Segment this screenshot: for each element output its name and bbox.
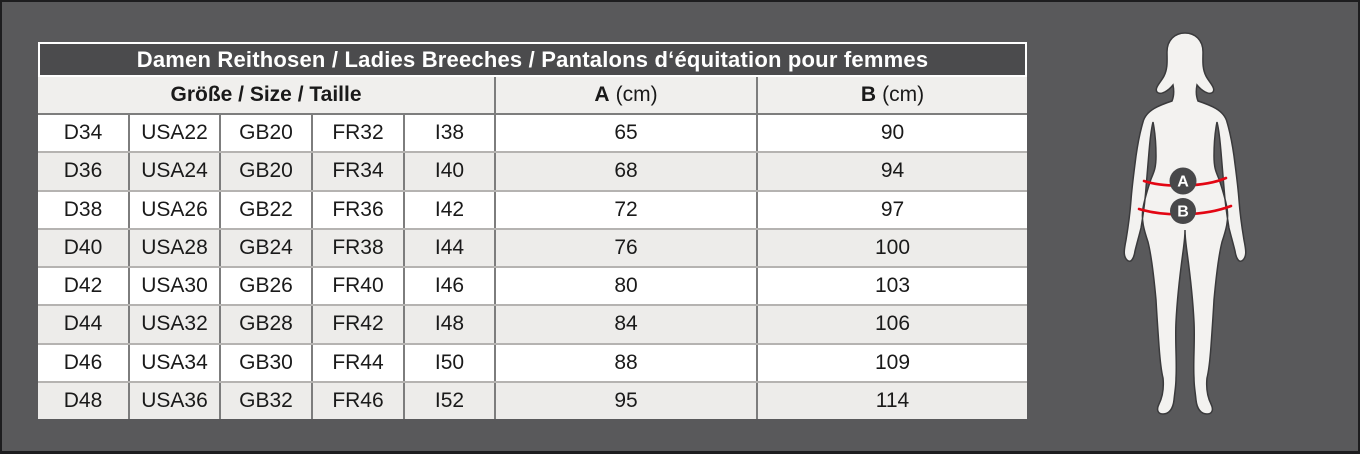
table-cell: D34 (38, 115, 130, 152)
table-cell: 90 (880, 121, 905, 145)
table-cell: I48 (405, 306, 496, 343)
marker-a-label: A (1177, 174, 1189, 191)
table-cell: 100 (874, 235, 911, 259)
marker-b-badge (1170, 198, 1196, 224)
table-cell: FR40 (313, 268, 405, 305)
table-body: D34 USA22 GB20 FR32 I38 65 90 D36 USA24 GB20 FR34 I… (38, 115, 1027, 419)
table-row: D40 USA28 GB24 FR38 I44 76 100 (38, 227, 1027, 266)
table-cell: I46 (405, 268, 496, 305)
table-cell: GB30 (221, 344, 313, 381)
table-cell: D38 (38, 191, 130, 228)
table-row: D46 USA34 GB30 FR44 I50 88 109 (38, 342, 1027, 381)
table-cell: I52 (405, 382, 496, 419)
table-cell: D46 (38, 344, 130, 381)
female-silhouette-graphic: A B (1123, 32, 1247, 415)
table-title: Damen Reithosen / Ladies Breeches / Pant… (38, 42, 1027, 77)
table-cell: D42 (38, 268, 130, 305)
measurement-figure: A B (1120, 30, 1250, 422)
table-cell: 72 (496, 191, 758, 228)
table-cell: 106 (874, 312, 911, 336)
table-cell: GB26 (221, 268, 313, 305)
table-cell: 76 (496, 229, 758, 266)
table-cell: USA34 (130, 344, 221, 381)
table-row: D48 USA36 GB32 FR46 I52 95 114 (38, 380, 1027, 419)
table-cell: 103 (874, 274, 911, 298)
marker-b-label: B (1177, 204, 1189, 221)
table-cell: GB22 (221, 191, 313, 228)
table-cell: USA32 (130, 306, 221, 343)
table-cell: 95 (496, 382, 758, 419)
table-cell: GB32 (221, 382, 313, 419)
table-cell: 65 (496, 115, 758, 152)
table-row: D36 USA24 GB20 FR34 I40 68 94 (38, 151, 1027, 190)
table-cell: FR38 (313, 229, 405, 266)
table-row: D42 USA30 GB26 FR40 I46 80 103 (38, 266, 1027, 305)
header-size-group: Größe / Size / Taille (38, 77, 496, 113)
table-cell: 97 (880, 197, 905, 221)
table-cell: FR42 (313, 306, 405, 343)
table-cell: USA26 (130, 191, 221, 228)
size-table: Damen Reithosen / Ladies Breeches / Pant… (38, 42, 1027, 419)
table-cell: D36 (38, 153, 130, 190)
table-row: D44 USA32 GB28 FR42 I48 84 106 (38, 304, 1027, 343)
table-cell: I40 (405, 153, 496, 190)
table-cell: FR32 (313, 115, 405, 152)
header-b: B (cm) (758, 77, 1027, 113)
header-a-label: A (594, 83, 610, 106)
table-header: Größe / Size / Taille A (cm) B (cm) (38, 77, 1027, 115)
table-row: D34 USA22 GB20 FR32 I38 65 90 (38, 115, 1027, 152)
table-cell: 109 (874, 350, 911, 374)
table-cell: FR34 (313, 153, 405, 190)
table-cell: USA36 (130, 382, 221, 419)
table-cell: FR44 (313, 344, 405, 381)
table-cell: I38 (405, 115, 496, 152)
table-cell: 68 (496, 153, 758, 190)
table-cell: I50 (405, 344, 496, 381)
marker-a-badge (1169, 167, 1197, 195)
table-cell: USA28 (130, 229, 221, 266)
table-cell: 94 (880, 159, 905, 183)
table-cell: FR36 (313, 191, 405, 228)
table-cell: I44 (405, 229, 496, 266)
table-cell: USA30 (130, 268, 221, 305)
header-b-label: B (860, 83, 877, 106)
table-cell: GB28 (221, 306, 313, 343)
table-cell: I42 (405, 191, 496, 228)
table-cell: D48 (38, 382, 130, 419)
header-b-unit: (cm) (882, 83, 925, 106)
table-cell: USA24 (130, 153, 221, 190)
table-cell: GB20 (221, 115, 313, 152)
header-a-unit: (cm) (615, 83, 658, 106)
table-cell: 88 (496, 344, 758, 381)
table-row: D38 USA26 GB22 FR36 I42 72 97 (38, 189, 1027, 228)
table-cell: GB20 (221, 153, 313, 190)
table-cell: USA22 (130, 115, 221, 152)
header-a: A (cm) (496, 77, 758, 113)
table-cell: D40 (38, 229, 130, 266)
table-cell: D44 (38, 306, 130, 343)
table-cell: GB24 (221, 229, 313, 266)
table-cell: 84 (496, 306, 758, 343)
table-cell: 114 (875, 388, 910, 412)
table-cell: FR46 (313, 382, 405, 419)
table-cell: 80 (496, 268, 758, 305)
